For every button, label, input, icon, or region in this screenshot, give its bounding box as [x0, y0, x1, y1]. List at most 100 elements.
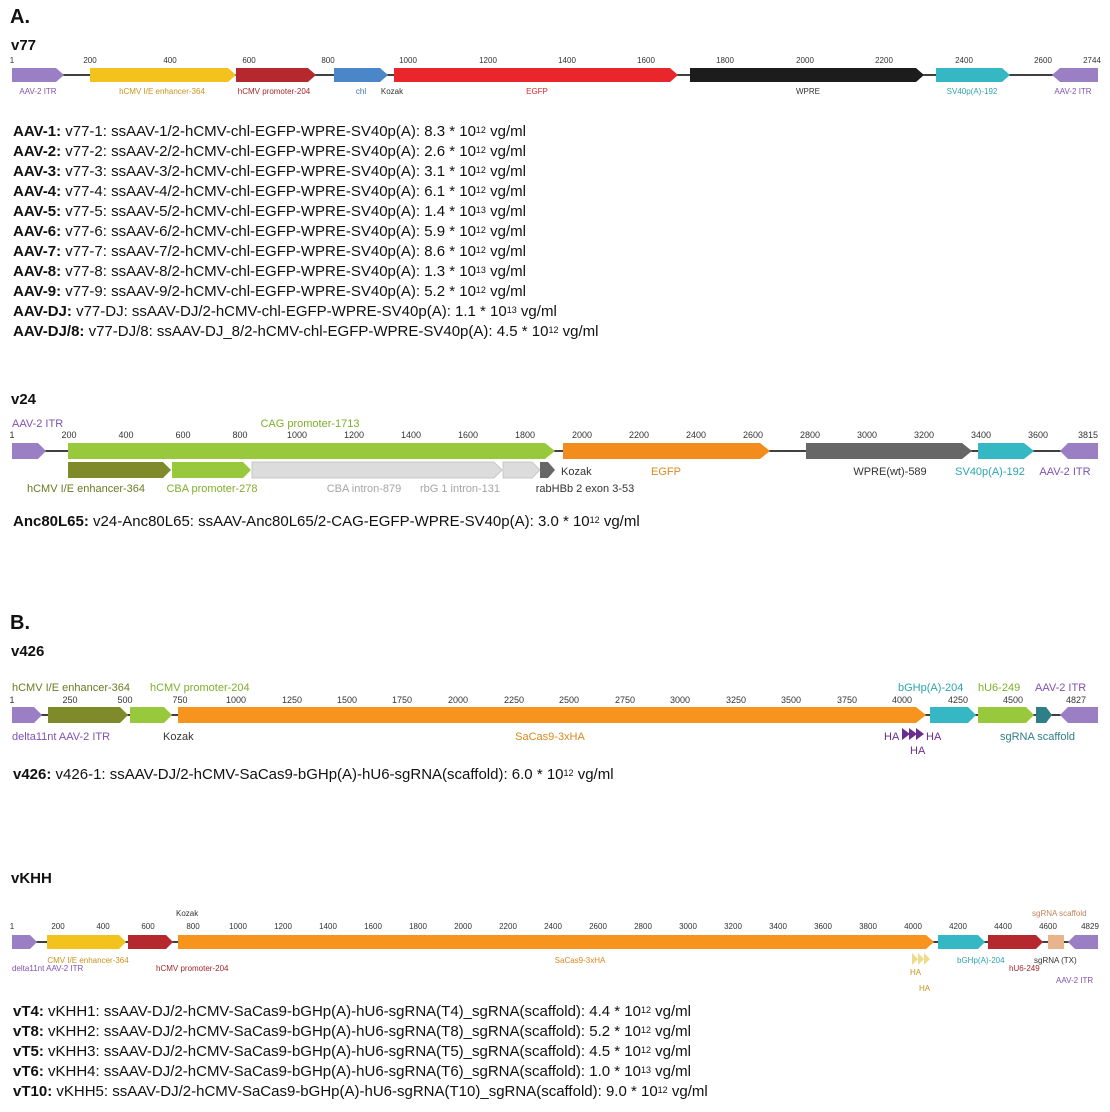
serotype-label: vT4: — [13, 1003, 44, 1020]
spec-unit: vg/ml — [667, 1083, 708, 1100]
egfp-feature — [394, 68, 678, 82]
vkhh-title: vKHH — [11, 870, 52, 887]
v77-tick: 2000 — [796, 56, 814, 65]
spec-unit: vg/ml — [573, 766, 614, 783]
v426-tick: 4500 — [1003, 695, 1023, 705]
v77-tick: 2600 — [1034, 56, 1052, 65]
serotype-label: AAV-9: — [13, 283, 62, 300]
wpre-feature — [806, 443, 972, 459]
serotype-label: vT10: — [13, 1083, 53, 1100]
feature-label: AAV-2 ITR — [12, 418, 63, 430]
panel-b-label: B. — [10, 612, 30, 634]
feature-label: AAV-2 ITR — [1035, 682, 1086, 694]
v77-tick: 200 — [83, 56, 97, 65]
spec-unit: vg/ml — [485, 263, 526, 280]
spec-text: v77-DJ/8: ssAAV-DJ_8/2-hCMV-chl-EGFP-WPR… — [84, 323, 549, 340]
spec-unit: vg/ml — [485, 223, 526, 240]
spec-line: vT6: vKHH4: ssAAV-DJ/2-hCMV-SaCas9-bGHp(… — [13, 1062, 708, 1082]
v77-tick: 800 — [321, 56, 335, 65]
serotype-label: vT6: — [13, 1063, 44, 1080]
v77-tick: 600 — [242, 56, 256, 65]
serotype-label: AAV-DJ/8: — [13, 323, 85, 340]
v24-spec-list: Anc80L65: v24-Anc80L65: ssAAV-Anc80L65/2… — [13, 512, 640, 532]
spec-exponent: 13 — [506, 305, 517, 315]
ha-tag-feature — [924, 953, 930, 965]
feature-label: HA — [884, 731, 900, 743]
vkhh-tick: 600 — [141, 922, 155, 931]
ha-tag-feature — [909, 728, 917, 740]
spec-unit: vg/ml — [485, 143, 526, 160]
feature-label: SaCas9-3xHA — [555, 956, 606, 965]
v77-tick: 1200 — [479, 56, 497, 65]
sv40-feature — [936, 68, 1010, 82]
v24-tick: 600 — [175, 430, 190, 440]
feature-label: hCMV promoter-204 — [156, 964, 229, 973]
v77-tick: 1400 — [558, 56, 576, 65]
itr-feature — [12, 935, 37, 949]
feature-label: AAV-2 ITR — [19, 87, 56, 96]
feature-label: Kozak — [163, 731, 194, 743]
feature-label: hCMV I/E enhancer-364 — [12, 682, 130, 694]
serotype-label: vT5: — [13, 1043, 44, 1060]
v24-tick: 1600 — [458, 430, 478, 440]
spec-exponent: 12 — [475, 145, 486, 155]
spec-text: vKHH1: ssAAV-DJ/2-hCMV-SaCas9-bGHp(A)-hU… — [43, 1003, 641, 1020]
vkhh-tick: 2200 — [499, 922, 517, 931]
vkhh-tick: 3600 — [814, 922, 832, 931]
v426-tick: 750 — [172, 695, 187, 705]
serotype-label: Anc80L65: — [13, 513, 89, 530]
spec-line: AAV-3: v77-3: ssAAV-3/2-hCMV-chl-EGFP-WP… — [13, 162, 598, 182]
spec-text: v77-9: ssAAV-9/2-hCMV-chl-EGFP-WPRE-SV40… — [61, 283, 476, 300]
v426-tick: 250 — [62, 695, 77, 705]
spec-exponent: 12 — [475, 125, 486, 135]
spec-line: vT8: vKHH2: ssAAV-DJ/2-hCMV-SaCas9-bGHp(… — [13, 1022, 708, 1042]
v426-tick: 1750 — [392, 695, 412, 705]
spec-text: vKHH4: ssAAV-DJ/2-hCMV-SaCas9-bGHp(A)-hU… — [43, 1063, 641, 1080]
spec-line: AAV-DJ/8: v77-DJ/8: ssAAV-DJ_8/2-hCMV-ch… — [13, 322, 598, 342]
ha-tag-feature — [902, 728, 910, 740]
spec-exponent: 12 — [657, 1085, 668, 1095]
spec-exponent: 13 — [475, 265, 486, 275]
vkhh-tick: 1000 — [229, 922, 247, 931]
feature-label: CMV I/E enhancer-364 — [47, 956, 129, 965]
feature-label: WPRE — [796, 87, 820, 96]
spec-line: AAV-4: v77-4: ssAAV-4/2-hCMV-chl-EGFP-WP… — [13, 182, 598, 202]
v426-tick: 1250 — [282, 695, 302, 705]
spec-unit: vg/ml — [485, 283, 526, 300]
wpre-feature — [690, 68, 924, 82]
spec-exponent: 12 — [475, 185, 486, 195]
v426-tick: 1000 — [226, 695, 246, 705]
v24-tick: 2200 — [629, 430, 649, 440]
feature-label: EGFP — [651, 466, 681, 478]
spec-unit: vg/ml — [558, 323, 599, 340]
spec-exponent: 12 — [563, 768, 574, 778]
v426-tick: 3750 — [837, 695, 857, 705]
feature-label: SV40p(A)-192 — [955, 466, 1025, 478]
spec-line: vT10: vKHH5: ssAAV-DJ/2-hCMV-SaCas9-bGHp… — [13, 1082, 708, 1102]
spec-text: v426-1: ssAAV-DJ/2-hCMV-SaCas9-bGHp(A)-h… — [51, 766, 564, 783]
bghpa-feature — [938, 935, 985, 949]
vkhh-tick: 4400 — [994, 922, 1012, 931]
feature-label: Kozak — [561, 466, 592, 478]
v426-title: v426 — [11, 643, 45, 660]
feature-label: bGHp(A)-204 — [957, 956, 1005, 965]
spec-text: v77-4: ssAAV-4/2-hCMV-chl-EGFP-WPRE-SV40… — [61, 183, 476, 200]
v24-tick: 800 — [232, 430, 247, 440]
vkhh-tick: 2600 — [589, 922, 607, 931]
v426-tick: 2000 — [448, 695, 468, 705]
v426-tick: 500 — [117, 695, 132, 705]
spec-line: vT5: vKHH3: ssAAV-DJ/2-hCMV-SaCas9-bGHp(… — [13, 1042, 708, 1062]
v24-tick: 3600 — [1028, 430, 1048, 440]
feature-label: Kozak — [176, 909, 199, 918]
v77-tick: 400 — [163, 56, 177, 65]
cba-intron-feature — [251, 461, 503, 479]
sgrna-feature — [1048, 935, 1064, 949]
feature-label: CBA intron-879 — [327, 483, 402, 495]
v426-spec-list: v426: v426-1: ssAAV-DJ/2-hCMV-SaCas9-bGH… — [13, 765, 614, 785]
v426-tick: 3000 — [670, 695, 690, 705]
v24-tick: 3815 — [1078, 430, 1098, 440]
spec-text: v77-DJ: ssAAV-DJ/2-hCMV-chl-EGFP-WPRE-SV… — [71, 303, 507, 320]
spec-exponent: 13 — [475, 205, 486, 215]
feature-label: delta11nt AAV-2 ITR — [12, 731, 110, 743]
v24-tick: 2400 — [686, 430, 706, 440]
